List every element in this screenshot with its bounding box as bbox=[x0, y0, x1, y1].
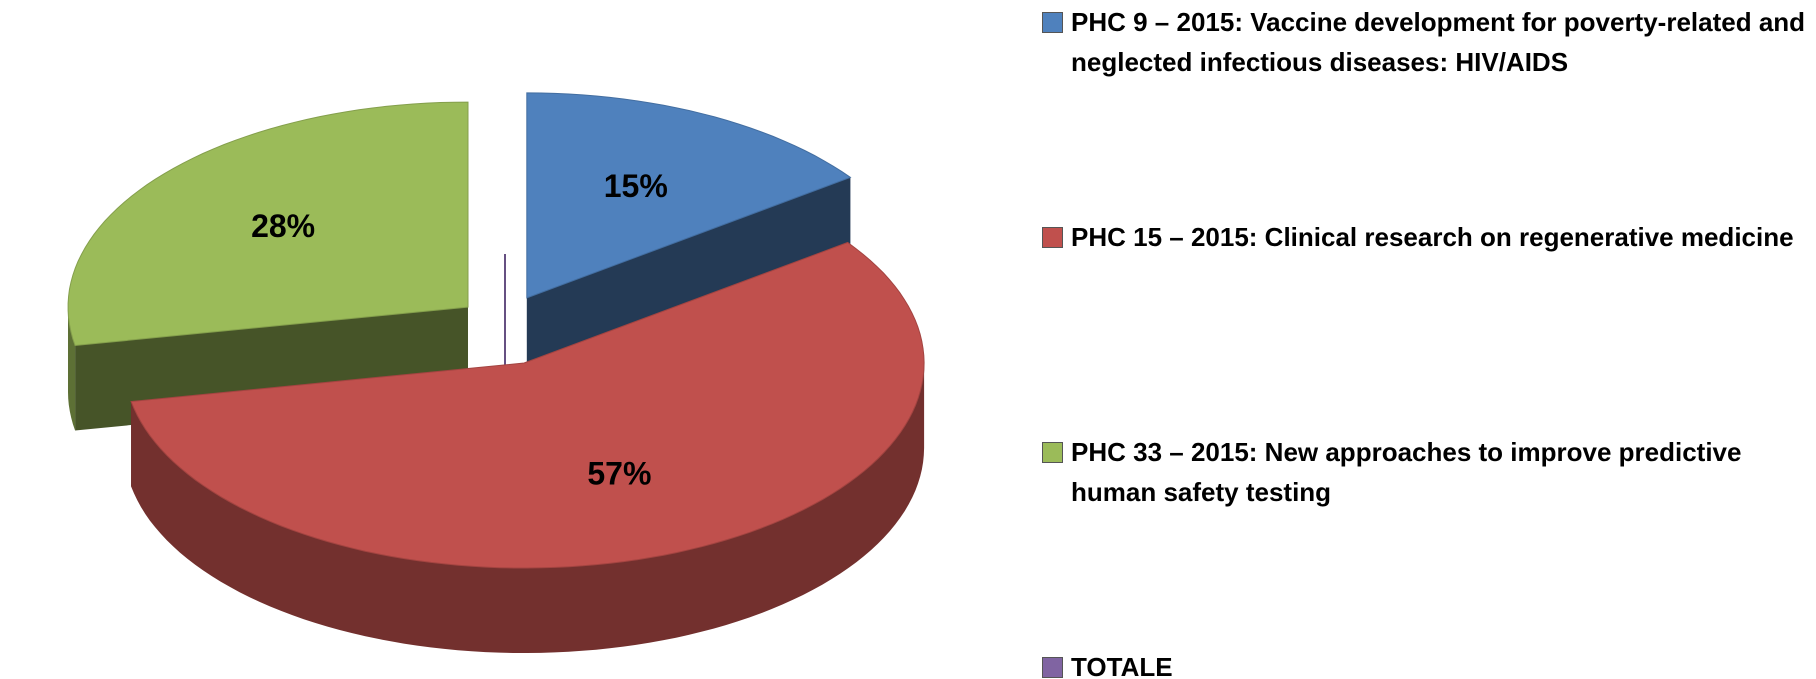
legend-label: PHC 15 – 2015: Clinical research on rege… bbox=[1071, 222, 1794, 252]
slice-side bbox=[68, 307, 76, 431]
legend-item: PHC 9 – 2015: Vaccine development for po… bbox=[1042, 2, 1812, 82]
data-label: 15% bbox=[604, 168, 668, 204]
legend-label: PHC 33 – 2015: New approaches to improve… bbox=[1071, 437, 1742, 507]
data-label: 57% bbox=[587, 455, 651, 491]
legend-item: PHC 33 – 2015: New approaches to improve… bbox=[1042, 432, 1812, 512]
legend: PHC 9 – 2015: Vaccine development for po… bbox=[1042, 0, 1812, 679]
slice: 57% bbox=[130, 241, 925, 653]
legend-swatch bbox=[1042, 657, 1063, 678]
legend-item: TOTALE bbox=[1042, 647, 1812, 679]
legend-swatch bbox=[1042, 442, 1063, 463]
slice bbox=[67, 101, 469, 347]
slice bbox=[130, 241, 925, 569]
legend-item: PHC 15 – 2015: Clinical research on rege… bbox=[1042, 217, 1812, 257]
pie-plot: 15% 28% 57% bbox=[67, 92, 925, 653]
slice bbox=[526, 92, 852, 299]
legend-label: PHC 9 – 2015: Vaccine development for po… bbox=[1071, 7, 1806, 77]
legend-label: TOTALE bbox=[1071, 652, 1173, 679]
legend-swatch bbox=[1042, 227, 1063, 248]
data-label: 28% bbox=[251, 208, 315, 244]
slice-side bbox=[131, 363, 925, 653]
legend-swatch bbox=[1042, 12, 1063, 33]
